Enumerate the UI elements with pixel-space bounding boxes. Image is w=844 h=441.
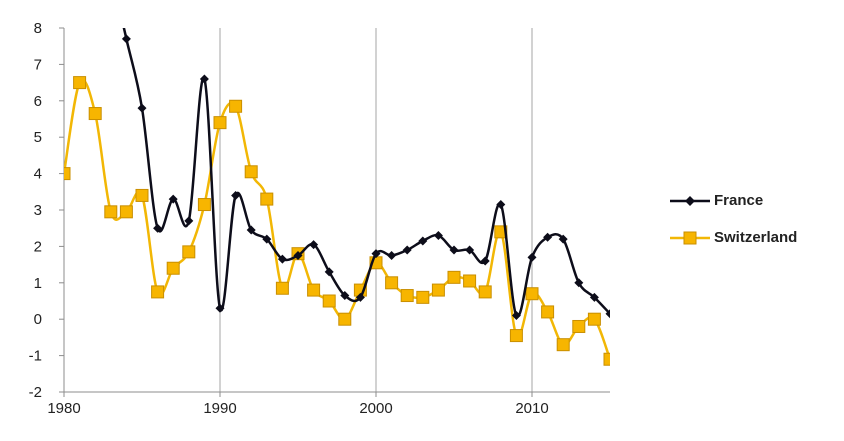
data-point-france: [449, 245, 459, 255]
legend-swatch-switzerland: [670, 231, 710, 245]
data-point-switzerland: [556, 338, 570, 352]
data-point-france: [277, 254, 287, 264]
data-point-france: [511, 311, 521, 321]
data-point-france: [293, 251, 303, 260]
data-point-switzerland: [338, 312, 352, 326]
data-point-switzerland: [478, 285, 492, 299]
data-point-switzerland: [447, 270, 461, 284]
data-point-france: [574, 278, 584, 288]
data-point-switzerland: [275, 281, 289, 295]
y-tick-label: -1: [29, 348, 42, 365]
data-point-france: [480, 256, 490, 266]
data-point-switzerland: [88, 107, 102, 121]
data-point-switzerland: [260, 192, 274, 206]
data-point-switzerland: [73, 76, 87, 90]
data-point-france: [262, 234, 272, 244]
data-point-france: [433, 230, 443, 240]
data-point-france: [543, 232, 553, 242]
y-tick-label: 8: [34, 20, 42, 37]
data-point-switzerland: [119, 205, 133, 219]
data-point-switzerland: [64, 167, 71, 181]
data-point-switzerland: [135, 188, 149, 202]
data-point-france: [246, 225, 256, 235]
data-point-switzerland: [151, 285, 165, 299]
data-point-france: [605, 309, 610, 319]
data-point-france: [121, 34, 131, 44]
data-point-france: [589, 292, 599, 302]
data-point-france: [324, 267, 334, 277]
series-line-france: [122, 28, 610, 318]
axes: -2 -1 0 1 2 3 4 5 6 7 8 1980 1990 2000 2010: [29, 20, 610, 417]
data-point-switzerland: [494, 225, 508, 239]
data-point-france: [184, 216, 194, 226]
x-tick-label: 1980: [47, 400, 80, 417]
data-point-france: [199, 74, 209, 84]
data-point-switzerland: [509, 329, 523, 343]
data-point-switzerland: [244, 165, 258, 179]
data-point-france: [465, 245, 475, 255]
data-point-switzerland: [213, 116, 227, 130]
data-point-france: [153, 223, 163, 233]
legend-item-france: France: [668, 190, 838, 212]
data-point-switzerland: [166, 261, 180, 275]
data-point-switzerland: [197, 198, 211, 212]
data-point-france: [402, 245, 412, 255]
y-tick-label: 6: [34, 93, 42, 110]
legend: France Switzerland: [668, 190, 838, 264]
x-tick-label: 1990: [203, 400, 236, 417]
y-tick-label: 5: [34, 129, 42, 146]
y-tick-label: 2: [34, 238, 42, 255]
data-point-france: [418, 236, 428, 246]
data-point-switzerland: [182, 245, 196, 259]
data-point-france: [387, 251, 397, 260]
legend-label-france: France: [714, 192, 764, 209]
data-point-switzerland: [587, 312, 601, 326]
data-point-switzerland: [525, 287, 539, 301]
data-point-france: [231, 190, 241, 200]
data-point-switzerland: [229, 99, 243, 113]
y-tick-label: 3: [34, 202, 42, 219]
y-tick-label: 0: [34, 311, 42, 328]
y-tick-label: 7: [34, 56, 42, 73]
data-point-france: [496, 200, 506, 210]
data-point-switzerland: [431, 283, 445, 297]
grid-lines: [219, 28, 533, 392]
data-point-france: [309, 240, 319, 250]
data-point-france: [371, 249, 381, 259]
data-point-france: [215, 303, 225, 313]
data-point-switzerland: [463, 274, 477, 288]
data-point-france: [137, 103, 147, 113]
series-line-switzerland: [64, 78, 610, 360]
data-point-switzerland: [416, 290, 430, 304]
legend-label-switzerland: Switzerland: [714, 229, 798, 246]
series-layer: [64, 28, 610, 366]
data-point-switzerland: [307, 283, 321, 297]
x-tick-label: 2000: [359, 400, 392, 417]
legend-swatch-france: [670, 196, 710, 206]
data-point-switzerland: [541, 305, 555, 319]
y-tick-label: -2: [29, 384, 42, 401]
data-point-switzerland: [385, 276, 399, 290]
data-point-france: [340, 291, 350, 301]
data-point-switzerland: [322, 294, 336, 308]
data-point-switzerland: [400, 289, 414, 303]
data-point-france: [168, 194, 178, 204]
legend-item-switzerland: Switzerland: [668, 227, 838, 249]
data-point-switzerland: [572, 319, 586, 333]
y-tick-label: 1: [34, 275, 42, 292]
x-tick-label: 2010: [515, 400, 548, 417]
data-point-switzerland: [104, 205, 118, 219]
y-tick-label: 4: [34, 166, 42, 183]
data-point-france: [527, 252, 537, 262]
data-point-switzerland: [603, 352, 610, 366]
data-point-france: [558, 234, 568, 244]
data-point-france: [355, 292, 365, 302]
